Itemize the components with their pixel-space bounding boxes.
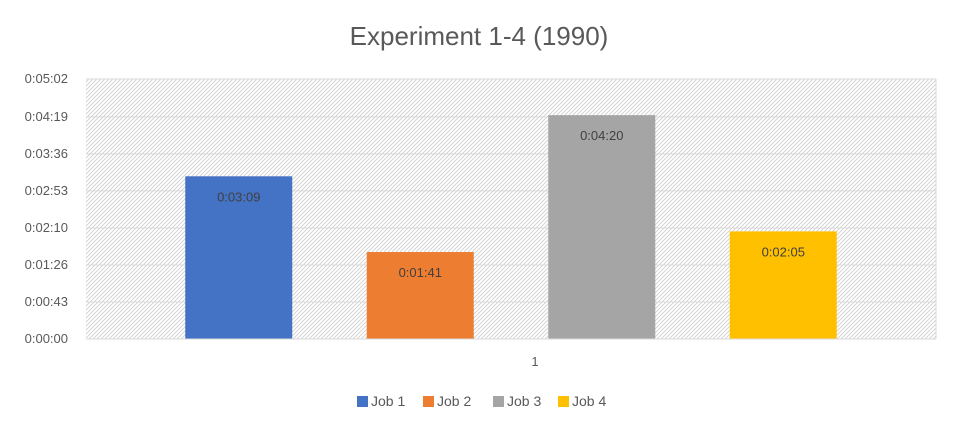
y-tick-label: 0:02:10 [25,220,68,235]
legend-swatch [423,396,434,407]
x-tick-label: 1 [531,354,538,369]
data-label: 0:01:41 [399,265,442,280]
y-tick-label: 0:05:02 [25,71,68,86]
bar-job-4[interactable] [729,231,837,339]
data-label: 0:04:20 [580,128,623,143]
legend-swatch [493,396,504,407]
legend-swatch [558,396,569,407]
bar-job-2[interactable] [366,252,474,339]
legend-swatch [357,396,368,407]
y-tick-label: 0:04:19 [25,109,68,124]
bar-job-1[interactable] [185,176,293,339]
legend-entry[interactable]: Job 4 [572,393,606,409]
legend-entry[interactable]: Job 1 [371,393,405,409]
legend-entry[interactable]: Job 2 [437,393,471,409]
legend-entry[interactable]: Job 3 [507,393,541,409]
y-tick-label: 0:02:53 [25,183,68,198]
chart-title: Experiment 1-4 (1990) [350,21,609,51]
data-label: 0:03:09 [217,189,260,204]
y-tick-label: 0:03:36 [25,146,68,161]
y-tick-label: 0:01:26 [25,257,68,272]
y-tick-label: 0:00:43 [25,294,68,309]
y-tick-label: 0:00:00 [25,331,68,346]
bar-job-3[interactable] [548,115,656,340]
data-label: 0:02:05 [762,244,805,259]
